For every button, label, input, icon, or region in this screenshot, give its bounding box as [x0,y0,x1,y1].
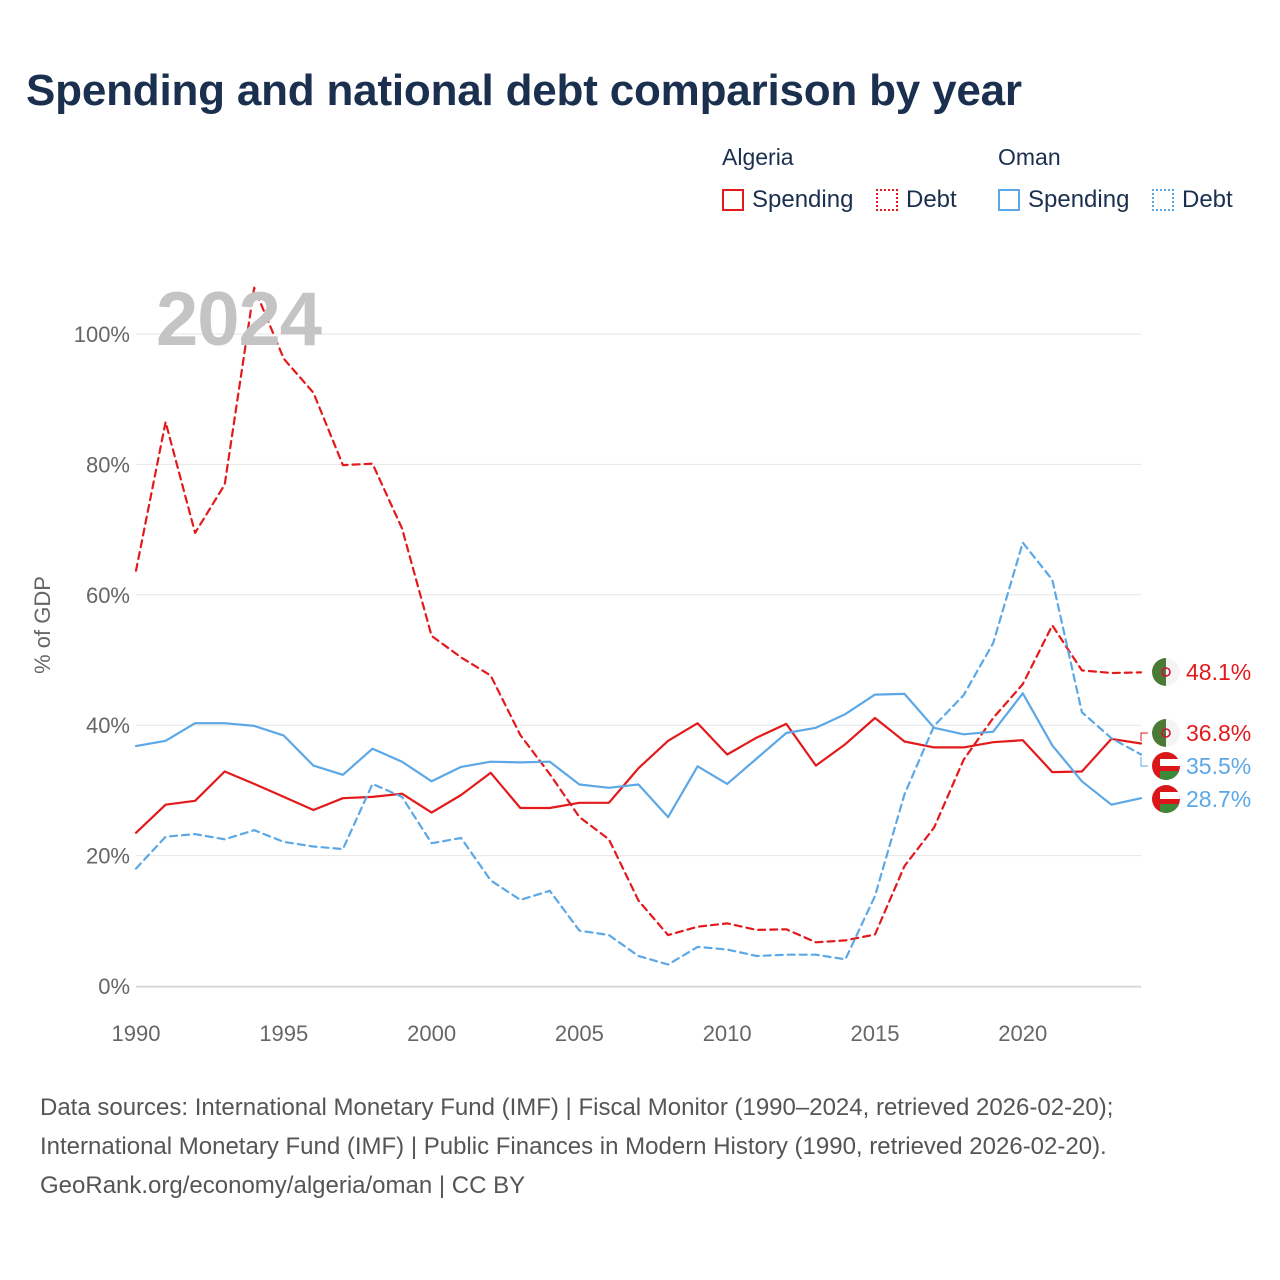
connector-oman-debt [1140,757,1148,767]
x-tick-label: 2005 [555,1021,604,1046]
legend-item-algeria-debt[interactable]: Debt [876,184,957,216]
legend-label: Spending [752,186,854,213]
end-label-oman-debt: 35.5% [1186,753,1251,779]
algeria-flag-icon [1152,719,1180,747]
data-sources: Data sources: International Monetary Fun… [40,1088,1113,1205]
legend-label: Spending [1028,186,1130,213]
y-tick-label: 80% [86,452,130,477]
end-label-algeria-debt: 48.1% [1186,659,1251,685]
series-line-oman-spending [134,692,1143,819]
series-line-oman-debt [134,541,1143,966]
x-tick-label: 1990 [112,1021,161,1046]
y-tick-label: 40% [86,713,130,738]
source-line[interactable]: GeoRank.org/economy/algeria/oman | CC BY [40,1172,526,1199]
oman-flag-icon [1152,785,1180,813]
oman-flag-icon [1152,752,1180,780]
source-line: International Monetary Fund (IMF) | Publ… [40,1133,1107,1160]
legend-group-algeria: Algeria [722,144,794,170]
x-tick-label: 1995 [259,1021,308,1046]
legend-label: Debt [906,186,957,213]
legend-item-oman-debt[interactable]: Debt [1152,184,1233,216]
connector-algeria-spending [1140,732,1148,741]
grid [136,333,1141,987]
end-label-algeria-spending: 36.8% [1186,720,1251,746]
x-tick-label: 2020 [998,1021,1047,1046]
legend-swatch-oman-spending [998,189,1020,211]
legend-label: Debt [1182,186,1233,213]
series [134,286,1143,966]
y-tick-label: 0% [98,974,130,999]
series-line-algeria-debt [134,286,1143,944]
year-watermark: 2024 [156,277,322,362]
x-tick-label: 2000 [407,1021,456,1046]
y-tick-label: 100% [74,322,130,347]
legend-swatch-algeria-debt [876,189,898,211]
legend-item-oman-spending[interactable]: Spending [998,184,1129,216]
y-tick-label: 60% [86,583,130,608]
legend-group-oman: Oman [998,144,1061,170]
legend-swatch-oman-debt [1152,189,1174,211]
source-line: Data sources: International Monetary Fun… [40,1094,1114,1121]
chart-title: Spending and national debt comparison by… [26,66,1022,115]
legend-swatch-algeria-spending [722,189,744,211]
x-tick-label: 2010 [703,1021,752,1046]
algeria-flag-icon [1152,658,1180,686]
y-tick-label: 20% [86,844,130,869]
x-tick-label: 2015 [850,1021,899,1046]
legend-item-algeria-spending[interactable]: Spending [722,184,853,216]
end-label-oman-spending: 28.7% [1186,786,1251,812]
series-line-algeria-spending [134,716,1143,834]
y-axis-label: % of GDP [30,576,55,674]
x-axis: 1990 1995 2000 2005 2010 2015 2020 [112,986,1141,1046]
y-axis: 0% 20% 40% 60% 80% 100% [74,322,130,999]
